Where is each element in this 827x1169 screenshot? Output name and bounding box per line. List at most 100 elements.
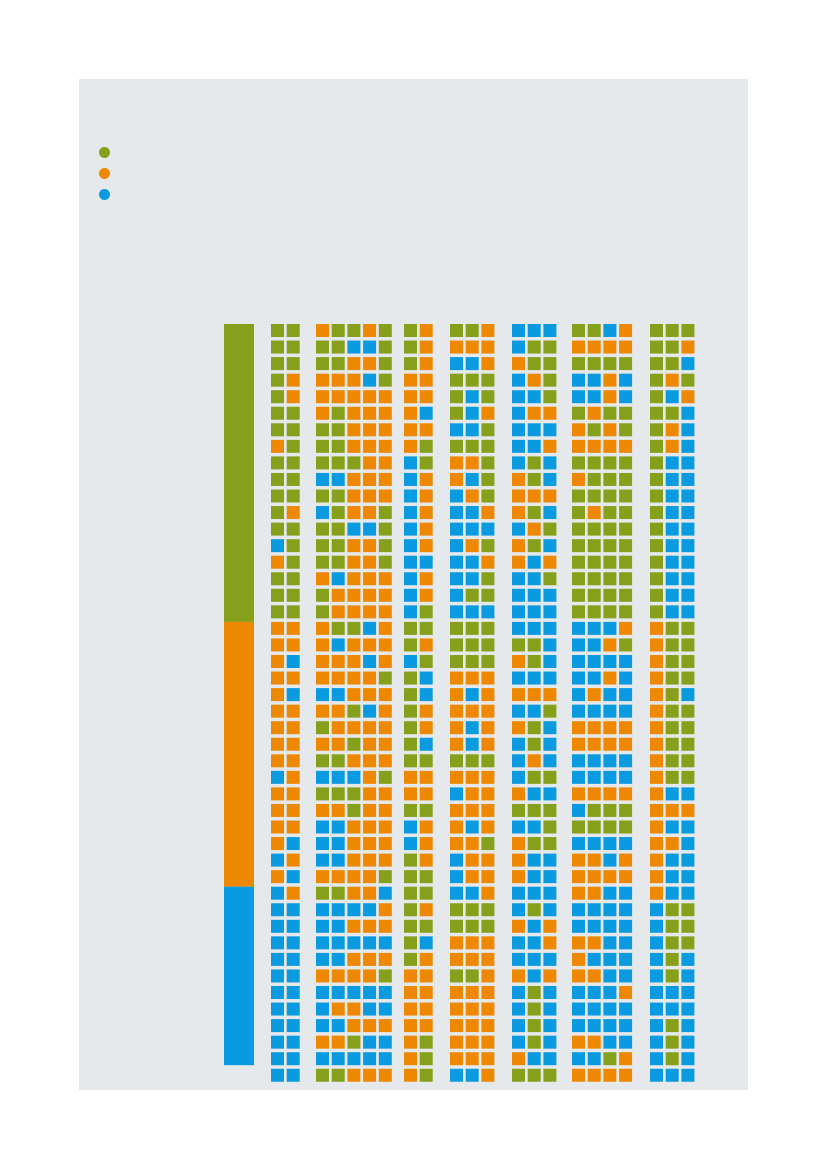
waffle-cell bbox=[650, 688, 663, 702]
waffle-cell bbox=[587, 886, 601, 900]
waffle-cell bbox=[619, 539, 633, 553]
waffle-cell bbox=[603, 1019, 617, 1033]
waffle-cell bbox=[665, 688, 679, 702]
waffle-cell bbox=[665, 886, 679, 900]
waffle-cell bbox=[681, 472, 695, 486]
waffle-cell bbox=[587, 324, 601, 337]
waffle-cell bbox=[543, 688, 557, 702]
waffle-cell bbox=[363, 853, 377, 867]
waffle-cell bbox=[465, 837, 479, 851]
waffle-cell bbox=[603, 787, 617, 801]
reference-bar-segment-o bbox=[224, 621, 254, 887]
legend bbox=[99, 142, 118, 205]
waffle-cell bbox=[378, 936, 392, 950]
waffle-cell bbox=[378, 572, 392, 586]
waffle-cell bbox=[681, 803, 695, 817]
waffle-cell bbox=[363, 721, 377, 735]
waffle-cell bbox=[481, 1019, 495, 1033]
waffle-cell bbox=[603, 870, 617, 884]
waffle-cell bbox=[543, 952, 557, 966]
waffle-cell bbox=[665, 572, 679, 586]
waffle-cell bbox=[363, 969, 377, 983]
waffle-cell bbox=[587, 704, 601, 718]
waffle-cell bbox=[650, 373, 663, 387]
waffle-cell bbox=[419, 555, 433, 569]
waffle-cell bbox=[543, 770, 557, 784]
waffle-cell bbox=[481, 324, 495, 337]
waffle-cell bbox=[316, 357, 329, 371]
waffle-cell bbox=[363, 770, 377, 784]
waffle-cell bbox=[543, 472, 557, 486]
waffle-cell bbox=[481, 456, 495, 470]
waffle-cell bbox=[481, 373, 495, 387]
waffle-cell bbox=[527, 936, 541, 950]
waffle-cell bbox=[347, 390, 361, 404]
waffle-cell bbox=[331, 787, 345, 801]
waffle-cell bbox=[347, 373, 361, 387]
waffle-cell bbox=[286, 903, 300, 917]
waffle-cell bbox=[512, 919, 525, 933]
waffle-cell bbox=[271, 340, 284, 354]
waffle-cell bbox=[378, 406, 392, 420]
waffle-cell bbox=[286, 1019, 300, 1033]
waffle-cell bbox=[527, 903, 541, 917]
waffle-cell bbox=[316, 489, 329, 503]
waffle-cell bbox=[527, 803, 541, 817]
waffle-cell bbox=[316, 324, 329, 337]
waffle-cell bbox=[378, 357, 392, 371]
waffle-cell bbox=[543, 671, 557, 685]
waffle-cell bbox=[286, 688, 300, 702]
waffle-cell bbox=[271, 952, 284, 966]
waffle-cell bbox=[619, 506, 633, 520]
waffle-cell bbox=[681, 737, 695, 751]
waffle-cell bbox=[404, 886, 417, 900]
waffle-cell bbox=[512, 373, 525, 387]
waffle-cell bbox=[465, 324, 479, 337]
waffle-cell bbox=[331, 324, 345, 337]
waffle-cell bbox=[419, 506, 433, 520]
waffle-cell bbox=[619, 423, 633, 437]
waffle-cell bbox=[286, 820, 300, 834]
waffle-cell bbox=[378, 837, 392, 851]
waffle-cell bbox=[572, 787, 585, 801]
waffle-cell bbox=[465, 506, 479, 520]
waffle-cell bbox=[587, 423, 601, 437]
waffle-cell bbox=[450, 406, 463, 420]
waffle-cell bbox=[681, 1035, 695, 1049]
waffle-cell bbox=[587, 969, 601, 983]
waffle-cell bbox=[681, 820, 695, 834]
waffle-cell bbox=[572, 936, 585, 950]
waffle-cell bbox=[619, 754, 633, 768]
waffle-cell bbox=[481, 704, 495, 718]
waffle-cell bbox=[512, 506, 525, 520]
waffle-cell bbox=[587, 952, 601, 966]
waffle-cell bbox=[481, 439, 495, 453]
waffle-cell bbox=[681, 969, 695, 983]
waffle-cell bbox=[331, 671, 345, 685]
waffle-cell bbox=[681, 1068, 695, 1082]
waffle-cell bbox=[543, 737, 557, 751]
waffle-cell bbox=[527, 324, 541, 337]
waffle-cell bbox=[450, 803, 463, 817]
waffle-cell bbox=[572, 340, 585, 354]
waffle-cell bbox=[619, 1002, 633, 1016]
waffle-cell bbox=[419, 324, 433, 337]
waffle-cell bbox=[404, 439, 417, 453]
waffle-cell bbox=[512, 721, 525, 735]
waffle-cell bbox=[450, 1052, 463, 1066]
waffle-cell bbox=[512, 621, 525, 635]
waffle-cell bbox=[378, 472, 392, 486]
waffle-cell bbox=[619, 688, 633, 702]
waffle-cell bbox=[650, 588, 663, 602]
waffle-cell bbox=[619, 903, 633, 917]
waffle-cell bbox=[347, 787, 361, 801]
waffle-cell bbox=[271, 688, 284, 702]
waffle-cell bbox=[465, 390, 479, 404]
waffle-cell bbox=[271, 903, 284, 917]
waffle-cell bbox=[650, 886, 663, 900]
waffle-cell bbox=[450, 522, 463, 536]
waffle-cell bbox=[681, 621, 695, 635]
waffle-cell bbox=[527, 423, 541, 437]
waffle-cell bbox=[603, 803, 617, 817]
waffle-cell bbox=[587, 986, 601, 999]
